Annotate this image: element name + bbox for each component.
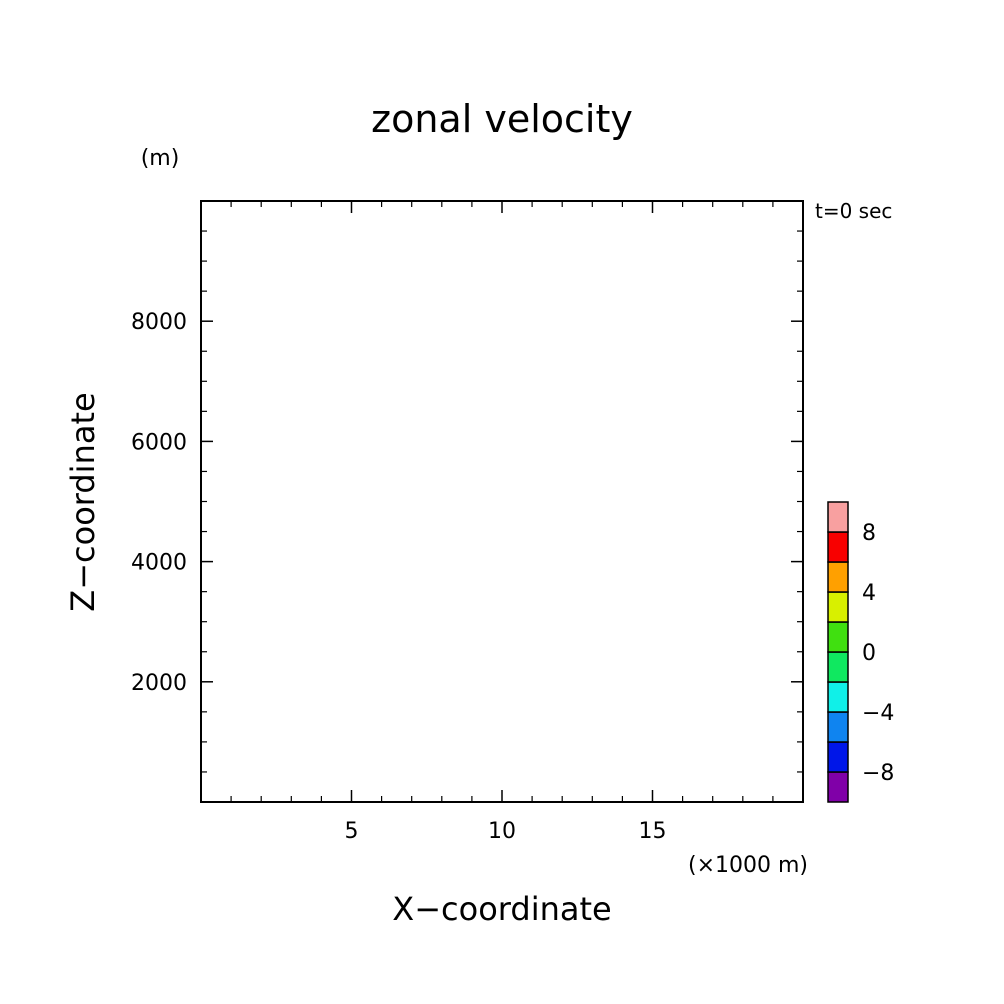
x-tick-label: 5 bbox=[345, 819, 359, 844]
plot-area bbox=[200, 200, 804, 803]
colorbar-segment bbox=[827, 681, 849, 713]
x-axis-label: X−coordinate bbox=[392, 890, 611, 928]
y-tick-label: 6000 bbox=[131, 430, 187, 455]
colorbar-segment bbox=[827, 591, 849, 623]
colorbar-segment bbox=[827, 561, 849, 593]
colorbar-segment bbox=[827, 711, 849, 743]
time-label: t=0 sec bbox=[815, 199, 892, 223]
x-axis-tick-labels: 5 10 15 bbox=[345, 819, 667, 844]
y-units-label: (m) bbox=[141, 146, 180, 171]
y-axis-label: Z−coordinate bbox=[64, 392, 102, 611]
colorbar-segment bbox=[827, 501, 849, 533]
colorbar-label: −8 bbox=[862, 761, 894, 786]
x-tick-label: 15 bbox=[639, 819, 667, 844]
colorbar-segment bbox=[827, 531, 849, 563]
colorbar-label: 8 bbox=[862, 521, 876, 546]
colorbar-label: 4 bbox=[862, 581, 876, 606]
colorbar-labels: −8 −4 0 4 8 bbox=[862, 521, 894, 786]
y-axis-tick-labels: 2000 4000 6000 8000 bbox=[131, 310, 187, 696]
y-axis-ticks bbox=[201, 230, 803, 773]
colorbar-label: −4 bbox=[862, 701, 894, 726]
colorbar-segment bbox=[827, 771, 849, 803]
colorbar-segment bbox=[827, 741, 849, 773]
colorbar-segment bbox=[827, 621, 849, 653]
colorbar-label: 0 bbox=[862, 641, 876, 666]
x-tick-label: 10 bbox=[488, 819, 516, 844]
x-units-label: (×1000 m) bbox=[688, 853, 808, 878]
colorbar bbox=[827, 501, 849, 803]
colorbar-segment bbox=[827, 651, 849, 683]
y-tick-label: 2000 bbox=[131, 671, 187, 696]
x-axis-ticks bbox=[230, 201, 774, 802]
y-tick-label: 4000 bbox=[131, 551, 187, 576]
y-tick-label: 8000 bbox=[131, 310, 187, 335]
chart-title: zonal velocity bbox=[371, 97, 633, 141]
